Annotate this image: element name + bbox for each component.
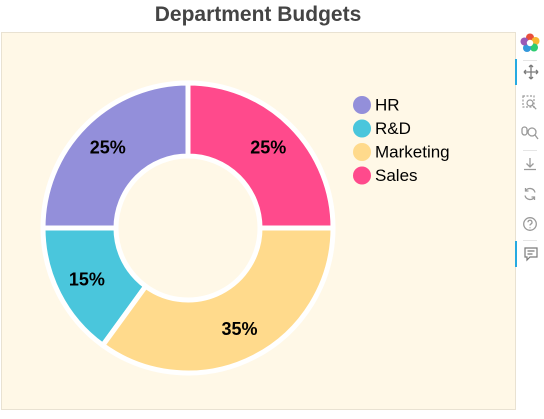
donut-slice-sales[interactable] [185,80,336,231]
box-zoom-icon[interactable] [517,90,543,116]
slice-percent-label: 35% [222,319,258,339]
legend-swatch [353,166,371,185]
legend-swatch [353,96,371,114]
donut-slice-marketing[interactable] [100,225,336,376]
slice-percent-label: 25% [250,138,286,158]
donut-slice-hr[interactable] [40,80,191,231]
legend-item[interactable]: Marketing [353,143,450,162]
legend-swatch [353,143,371,161]
bokeh-logo-icon[interactable] [517,30,543,56]
legend-swatch [353,119,371,138]
plot-area[interactable]: 25% 15% 35% 25% HR R&D Marketing Sales [1,32,516,410]
save-icon[interactable] [517,151,543,177]
legend-item[interactable]: Sales [353,166,418,185]
help-icon[interactable] [517,211,543,237]
legend-label: HR [375,96,400,115]
wheel-zoom-icon[interactable] [517,120,543,146]
hover-icon[interactable] [515,241,544,267]
legend-label: Sales [375,166,418,185]
legend: HR R&D Marketing Sales [353,96,450,185]
reset-icon[interactable] [517,181,543,207]
chart-title: Department Budgets [154,3,362,26]
legend-item[interactable]: HR [353,96,400,115]
donut-chart[interactable]: 25% 15% 35% 25% HR R&D Marketing Sales [2,33,515,409]
toolbar [515,30,544,280]
pan-icon[interactable] [515,59,544,85]
legend-label: R&D [375,119,411,138]
legend-label: Marketing [375,143,450,162]
legend-item[interactable]: R&D [353,119,411,138]
slice-percent-label: 25% [90,138,126,158]
slice-percent-label: 15% [69,270,105,290]
